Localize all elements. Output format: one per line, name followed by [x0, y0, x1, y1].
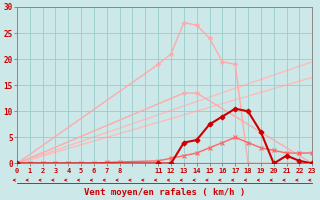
X-axis label: Vent moyen/en rafales ( km/h ): Vent moyen/en rafales ( km/h )	[84, 188, 245, 197]
